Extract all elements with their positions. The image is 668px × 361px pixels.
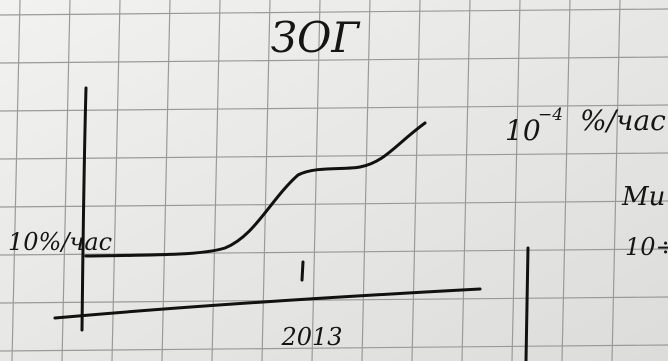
x-tick [302, 262, 303, 280]
x-label: 2013 [280, 323, 342, 351]
title: ЗОГ [271, 13, 362, 62]
right-fragment: Ми [621, 182, 665, 212]
photo: ЗОГ 10%/час 2013 10 −4 %/час Ми 10÷ [0, 0, 668, 361]
right-note-exponent: −4 [538, 105, 563, 125]
right-note-unit: %/час [580, 104, 666, 137]
y-label: 10%/час [8, 228, 112, 256]
page: {"title": "ЗОГ", "y_label": "10%/час", "… [0, 0, 668, 361]
right-note-base: 10 [505, 114, 541, 147]
right-fragment: 10÷ [625, 233, 668, 261]
divider [526, 248, 528, 361]
